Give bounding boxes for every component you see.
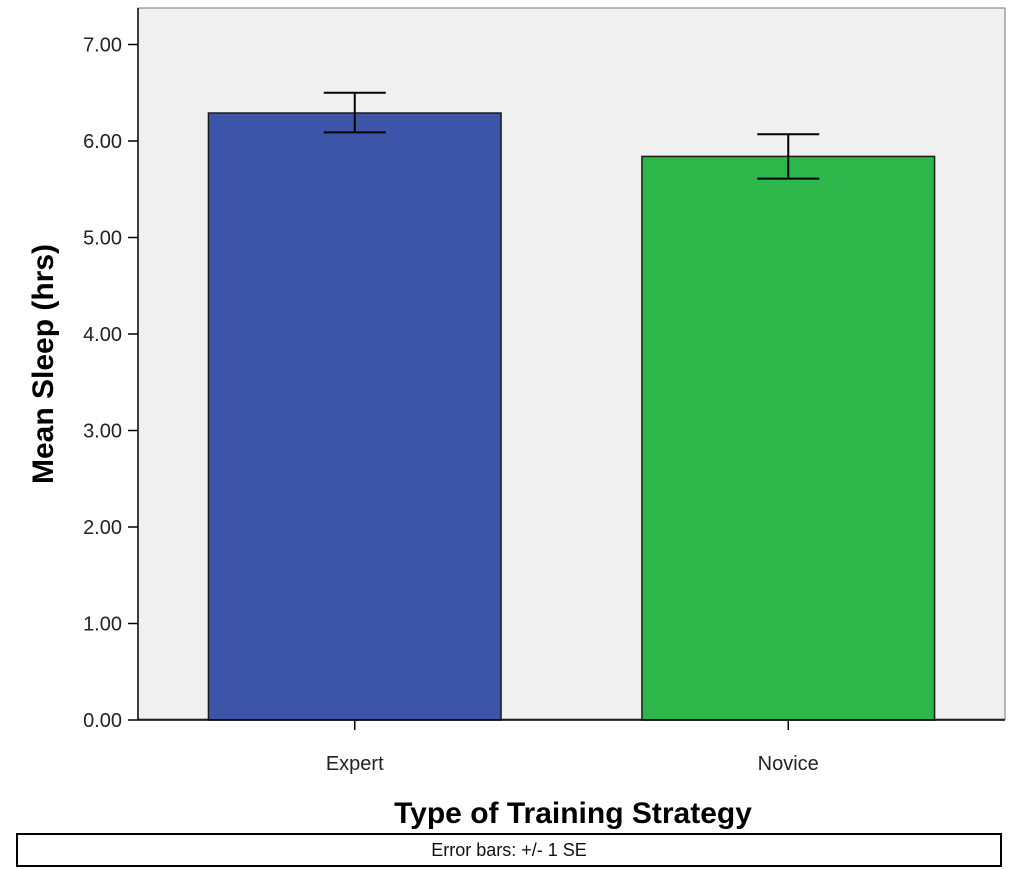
error-bars-layer — [323, 91, 820, 180]
y-axis-title: Mean Sleep (hrs) — [27, 244, 60, 484]
y-ticks-layer: 0.00 1.00 2.00 3.00 4.00 5.00 6.00 7.00 — [83, 35, 138, 732]
x-tick-label-novice: Novice — [758, 753, 819, 775]
y-tick-label: 1.00 — [83, 614, 122, 636]
y-tick-label: 0.00 — [83, 710, 122, 732]
y-tick-label: 6.00 — [83, 131, 122, 153]
y-tick-label: 7.00 — [83, 35, 122, 57]
y-tick-label: 3.00 — [83, 421, 122, 443]
bar-expert — [207, 112, 502, 721]
y-tick-label: 2.00 — [83, 517, 122, 539]
x-tick-label-expert: Expert — [326, 753, 384, 775]
x-axis-title: Type of Training Strategy — [394, 797, 752, 830]
error-bars-footnote: Error bars: +/- 1 SE — [431, 839, 587, 860]
x-ticks-layer: Expert Novice — [326, 720, 819, 775]
bar-novice — [641, 155, 936, 721]
footnote-box: Error bars: +/- 1 SE — [16, 833, 1002, 867]
y-tick-label: 4.00 — [83, 324, 122, 346]
y-tick-label: 5.00 — [83, 228, 122, 250]
